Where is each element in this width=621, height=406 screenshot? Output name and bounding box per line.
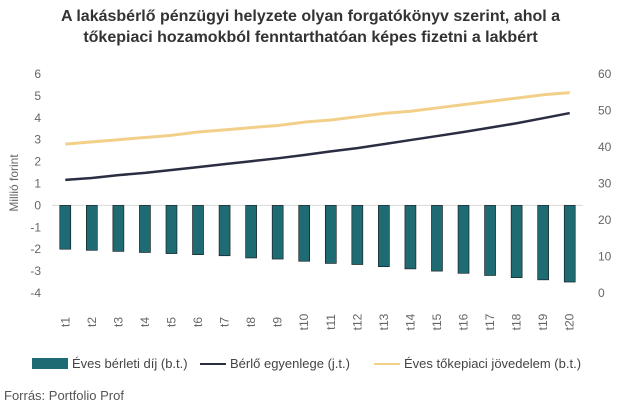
y-right-tick-label: 30 — [598, 177, 612, 191]
bar-rent — [112, 205, 125, 252]
y-left-tick-label: 3 — [34, 133, 41, 147]
x-tick-label: t18 — [510, 313, 524, 330]
x-tick-label: t17 — [483, 313, 497, 330]
x-tick-label: t1 — [58, 317, 72, 327]
bar-rent — [510, 205, 523, 278]
bar-rent — [351, 205, 364, 265]
legend-item-income: Éves tőkepiaci jövedelem (b.t.) — [374, 356, 581, 371]
legend: Éves bérleti díj (b.t.) Bérlő egyenlege … — [32, 356, 612, 374]
legend-label-rent: Éves bérleti díj (b.t.) — [72, 356, 188, 371]
bar-rent — [139, 205, 151, 253]
y-left-tick-label: 0 — [34, 198, 41, 212]
bar-rent — [271, 205, 284, 260]
chart-title: A lakásbérlő pénzügyi helyzete olyan for… — [0, 6, 621, 48]
legend-swatch-income — [374, 362, 400, 365]
x-tick-label: t15 — [430, 313, 444, 330]
bar-rent — [324, 205, 337, 264]
y-left-tick-label: 5 — [34, 89, 41, 103]
legend-item-rent: Éves bérleti díj (b.t.) — [32, 356, 188, 371]
line-income — [65, 91, 570, 146]
y-right-tick-label: 60 — [598, 67, 612, 81]
y-left-tick-label: 4 — [34, 111, 41, 125]
y-right-tick-label: 20 — [598, 213, 612, 227]
bar-rent — [59, 205, 72, 250]
bar-rent — [537, 205, 549, 281]
x-tick-label: t3 — [111, 317, 125, 327]
legend-item-balance: Bérlő egyenlege (j.t.) — [200, 356, 350, 371]
source-note: Forrás: Portfolio Prof — [4, 388, 124, 403]
bar-rent — [298, 205, 311, 262]
y-left-tick-label: 6 — [34, 67, 41, 81]
legend-label-income: Éves tőkepiaci jövedelem (b.t.) — [404, 356, 582, 371]
x-tick-label: t20 — [563, 313, 577, 330]
bar-rent — [165, 205, 178, 254]
y-right-tick-label: 10 — [598, 250, 612, 264]
bar-rent — [563, 205, 576, 283]
legend-label-balance: Bérlő egyenlege (j.t.) — [230, 356, 350, 371]
chart-title-line-1: A lakásbérlő pénzügyi helyzete olyan for… — [60, 8, 561, 25]
x-tick-label: t2 — [85, 317, 99, 327]
x-tick-label: t14 — [403, 313, 417, 330]
x-tick-label: t19 — [536, 313, 550, 330]
y-left-tick-label: -3 — [30, 264, 41, 278]
x-tick-label: t10 — [297, 313, 311, 330]
bar-rent — [245, 205, 257, 259]
legend-swatch-rent — [32, 358, 68, 369]
bar-rent — [86, 205, 98, 251]
x-tick-label: t7 — [218, 317, 232, 327]
bar-rent — [484, 205, 496, 276]
x-tick-label: t11 — [324, 314, 338, 330]
x-tick-label: t12 — [350, 313, 364, 330]
y-left-axis-label: Millió forint — [7, 154, 21, 212]
x-tick-label: t4 — [138, 317, 152, 327]
x-tick-label: t5 — [164, 317, 178, 327]
line-balance — [65, 111, 570, 182]
y-right-tick-label: 40 — [598, 140, 612, 154]
x-tick-label: t9 — [271, 317, 285, 327]
y-right-tick-label: 0 — [598, 286, 605, 300]
y-left-tick-label: 2 — [34, 155, 41, 169]
legend-swatch-balance — [200, 362, 226, 365]
y-left-tick-label: -4 — [30, 286, 41, 300]
y-right-tick-label: 50 — [598, 104, 612, 118]
chart-title-line-2: tőkepiaci hozamokból fenntarthatóan képe… — [83, 29, 538, 46]
x-tick-label: t8 — [244, 317, 258, 327]
bar-rent — [404, 205, 417, 270]
x-tick-label: t13 — [377, 313, 391, 330]
x-tick-label: t6 — [191, 317, 205, 327]
y-left-tick-label: -1 — [30, 220, 41, 234]
bar-rent — [457, 205, 470, 274]
x-tick-label: t16 — [457, 313, 471, 330]
bar-rent — [192, 205, 204, 255]
bar-rent — [431, 205, 443, 272]
y-left-tick-label: -2 — [30, 242, 41, 256]
bar-rent — [218, 205, 231, 257]
y-left-tick-label: 1 — [34, 177, 41, 191]
bar-rent — [378, 205, 390, 268]
